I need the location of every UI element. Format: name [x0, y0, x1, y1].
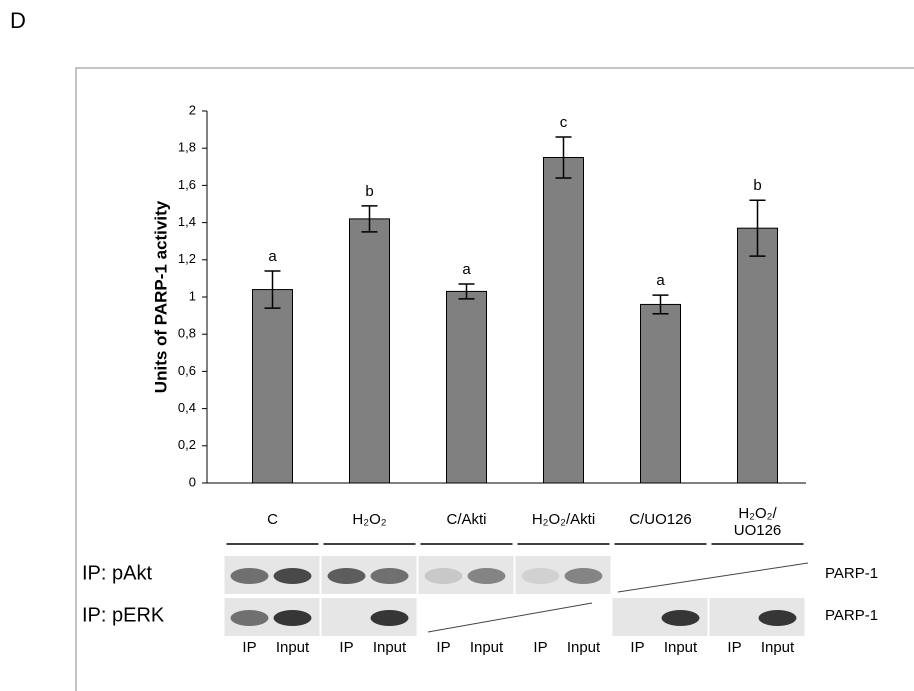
y-tick-label: 1,8: [178, 140, 196, 155]
blot-band: [565, 568, 603, 584]
blot-empty-line: [618, 563, 808, 592]
lane-label: IP: [533, 639, 547, 656]
y-tick-label: 1: [189, 288, 196, 303]
lane-label: Input: [664, 639, 698, 656]
page: D Units of PARP-1 activity 0 0,2 0,4 0,6 0,8…: [0, 0, 914, 691]
value-label: a: [656, 272, 665, 289]
chart: D Units of PARP-1 activity 0 0,2 0,4 0,6 0,8…: [0, 0, 914, 691]
y-tick-label: 0,8: [178, 326, 196, 341]
blot-band: [468, 568, 506, 584]
y-tick-label: 1,2: [178, 251, 196, 266]
value-label: c: [560, 114, 568, 131]
bar: [350, 219, 390, 483]
lane-label: IP: [339, 639, 353, 656]
x-tick-label: C/UO126: [613, 511, 709, 528]
x-tick-label: H₂O₂: [322, 511, 418, 528]
y-axis-label: Units of PARP-1 activity: [151, 200, 170, 393]
y-tick-label: 0,6: [178, 363, 196, 378]
lane-label: IP: [242, 639, 256, 656]
value-label: b: [753, 177, 761, 194]
blot-band: [522, 568, 560, 584]
y-tick-label: 2: [189, 102, 196, 117]
blot-band: [759, 610, 797, 626]
blot-band: [371, 610, 409, 626]
lane-label: IP: [436, 639, 450, 656]
blot-band: [274, 568, 312, 584]
lane-label: Input: [373, 639, 407, 656]
blot-empty-line: [428, 603, 592, 632]
lane-label: IP: [630, 639, 644, 656]
blot-protein-label: PARP-1: [825, 607, 878, 624]
blot-band: [662, 610, 700, 626]
lane-label: IP: [727, 639, 741, 656]
y-tick-label: 0,4: [178, 400, 196, 415]
value-label: b: [365, 183, 373, 200]
y-tick-label: 1,6: [178, 177, 196, 192]
bar: [641, 304, 681, 483]
x-tick-label: H₂O₂/Akti: [516, 511, 612, 528]
blot-band: [231, 610, 269, 626]
bar: [447, 291, 487, 483]
blot-band: [425, 568, 463, 584]
x-tick-label: H₂O₂/ UO126: [710, 505, 806, 539]
lane-label: Input: [276, 639, 310, 656]
frame: [76, 68, 914, 691]
blot-band: [231, 568, 269, 584]
y-tick-label: 0: [189, 474, 196, 489]
blot-band: [274, 610, 312, 626]
value-label: a: [462, 261, 471, 278]
lane-label: Input: [761, 639, 795, 656]
value-label: a: [268, 248, 277, 265]
x-tick-label: C/Akti: [419, 511, 515, 528]
lane-label: Input: [470, 639, 504, 656]
panel-label: D: [10, 8, 26, 33]
bar: [544, 158, 584, 484]
lane-label: Input: [567, 639, 601, 656]
blot-band: [371, 568, 409, 584]
blot-row-label: IP: pERK: [82, 604, 165, 626]
x-tick-label: C: [225, 511, 321, 528]
blot-row-label: IP: pAkt: [82, 562, 152, 584]
bar: [738, 228, 778, 483]
bar: [253, 290, 293, 483]
y-tick-label: 1,4: [178, 214, 196, 229]
blot-protein-label: PARP-1: [825, 565, 878, 582]
y-tick-label: 0,2: [178, 437, 196, 452]
blot-band: [328, 568, 366, 584]
